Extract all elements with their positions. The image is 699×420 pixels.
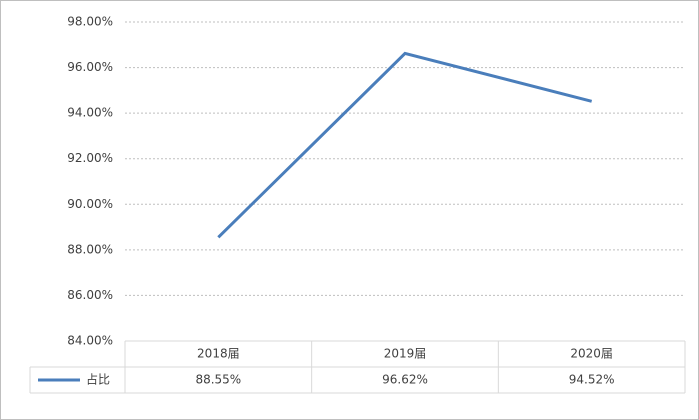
y-tick-label: 92.00% <box>67 151 113 165</box>
table-value: 88.55% <box>195 373 241 387</box>
y-tick-label: 94.00% <box>67 106 113 120</box>
y-tick-label: 86.00% <box>67 288 113 302</box>
x-tick-label: 2019届 <box>384 347 427 361</box>
table-value: 96.62% <box>382 373 428 387</box>
series-line <box>217 51 593 239</box>
legend-label: 占比 <box>86 372 110 387</box>
y-tick-label: 90.00% <box>67 197 113 211</box>
y-tick-label: 84.00% <box>67 334 113 348</box>
y-tick-label: 98.00% <box>67 15 113 29</box>
y-tick-label: 88.00% <box>67 242 113 256</box>
table-value: 94.52% <box>569 373 615 387</box>
y-tick-label: 96.00% <box>67 60 113 74</box>
x-tick-label: 2020届 <box>570 347 613 361</box>
x-tick-label: 2018届 <box>197 347 240 361</box>
